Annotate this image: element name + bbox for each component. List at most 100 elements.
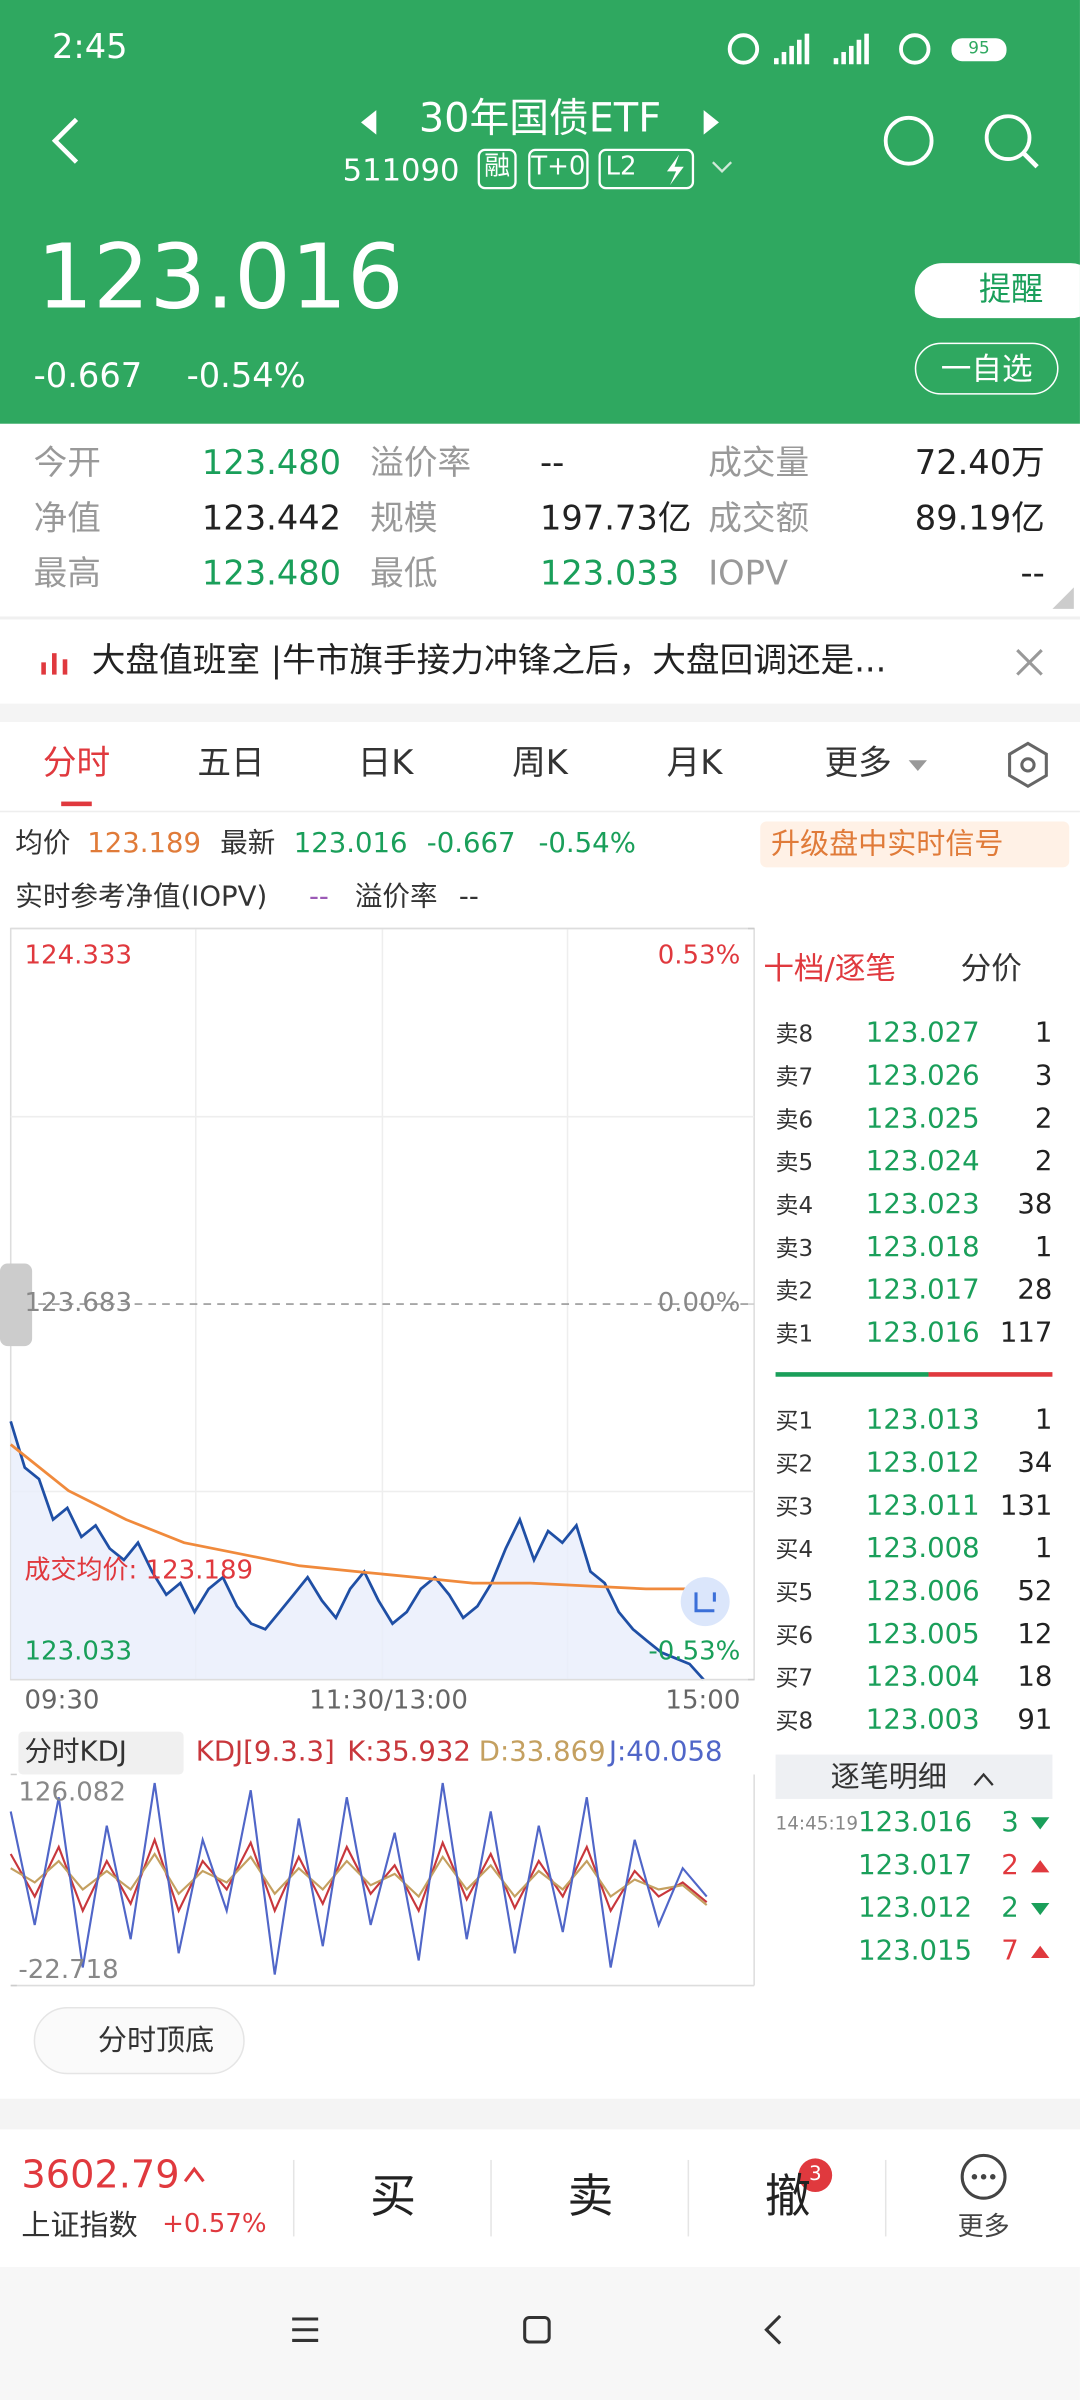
- action[interactable]: 买: [370, 2170, 417, 2225]
- more-dot: [980, 2174, 987, 2180]
- stat-value: 89.19亿: [914, 499, 1045, 538]
- stat-label: 今开: [33, 444, 101, 483]
- index-value: 3602.79: [21, 2151, 180, 2196]
- settings-dot: [1020, 757, 1036, 773]
- nav-home[interactable]: [523, 2315, 551, 2344]
- book-volume: 1: [1034, 1017, 1053, 1050]
- book-volume: 3: [1034, 1060, 1053, 1093]
- tab[interactable]: 分时: [42, 744, 111, 783]
- ratio-bar: [928, 1372, 1053, 1377]
- book-volume: 2: [1034, 1103, 1053, 1136]
- change: -0.667: [33, 357, 143, 396]
- book-price: 123.016: [865, 1317, 980, 1350]
- book-title[interactable]: 十档/逐笔: [763, 949, 897, 987]
- feature-button[interactable]: [33, 2006, 245, 2075]
- corner: [1052, 587, 1074, 609]
- next-icon[interactable]: [703, 110, 719, 135]
- tab[interactable]: 更多: [824, 744, 892, 783]
- stat-label: 最高: [33, 554, 101, 593]
- book-subtitle[interactable]: 分价: [960, 949, 1022, 987]
- tab[interactable]: 日K: [357, 744, 414, 783]
- x-tick-label: 15:00: [665, 1685, 741, 1717]
- refresh-icon[interactable]: [883, 115, 934, 166]
- y2-tick-label: -0.53%: [648, 1636, 741, 1668]
- watch-button[interactable]: [914, 342, 1059, 395]
- search-icon[interactable]: [984, 114, 1032, 162]
- gap: [0, 703, 1080, 723]
- book-volume: 18: [1017, 1661, 1053, 1694]
- book-price: 123.005: [865, 1619, 980, 1652]
- series-line: [9, 1420, 705, 1681]
- book-volume: 2: [1034, 1146, 1053, 1179]
- stat-value: 123.480: [201, 554, 342, 593]
- promo-text[interactable]: 升级盘中实时信号: [770, 827, 1004, 861]
- promo[interactable]: [760, 821, 1070, 868]
- book-price: 123.025: [865, 1103, 980, 1136]
- nav-back[interactable]: [764, 2314, 782, 2345]
- wifi: [899, 33, 931, 65]
- book-price: 123.008: [865, 1533, 980, 1566]
- moon: [727, 33, 760, 65]
- tab[interactable]: 月K: [666, 744, 723, 783]
- more-icon[interactable]: [960, 2153, 1007, 2200]
- badge: [528, 148, 589, 190]
- alert-button[interactable]: [914, 263, 1080, 319]
- book-label: 卖8: [775, 1019, 814, 1048]
- action[interactable]: 卖: [567, 2170, 614, 2225]
- book-price: 123.006: [865, 1576, 980, 1609]
- prev-icon[interactable]: [361, 110, 377, 135]
- trade-arrow: [1031, 1817, 1050, 1830]
- alert-label[interactable]: 提醒: [979, 271, 1044, 308]
- tab[interactable]: 周K: [512, 744, 568, 783]
- book-volume: 1: [1034, 1533, 1053, 1566]
- action[interactable]: 撤: [764, 2170, 811, 2225]
- info: 均价: [15, 828, 71, 861]
- info: --: [458, 881, 479, 914]
- trade-volume: 3: [1001, 1807, 1019, 1840]
- info: 溢价率: [354, 881, 438, 914]
- nav-menu[interactable]: [292, 2317, 319, 2342]
- close-icon[interactable]: [1016, 649, 1043, 676]
- stat-label: 规模: [370, 499, 438, 538]
- signal: [781, 52, 787, 65]
- news[interactable]: 大盘值班室 |牛市旗手接力冲锋之后，大盘回调还是...: [91, 641, 887, 681]
- trade-price: 123.017: [858, 1850, 973, 1883]
- kdj-title[interactable]: 分时KDJ: [24, 1736, 127, 1769]
- watch-label[interactable]: 一自选: [940, 350, 1033, 388]
- book-volume: 91: [1017, 1704, 1053, 1737]
- trade-price: 123.016: [858, 1807, 973, 1840]
- book-label: 买8: [775, 1706, 814, 1734]
- info: 最新: [220, 828, 276, 861]
- y-tick-label: 123.033: [24, 1636, 133, 1668]
- side-handle[interactable]: [0, 1263, 33, 1347]
- book-volume: 28: [1017, 1274, 1053, 1307]
- y2-tick-label: 0.53%: [657, 940, 741, 972]
- trade-price: 123.012: [858, 1892, 973, 1925]
- y-tick-label: 126.082: [18, 1777, 126, 1809]
- book-label: 卖5: [775, 1148, 814, 1176]
- feature-label[interactable]: 分时顶底: [97, 2023, 215, 2057]
- book-label: 卖6: [775, 1105, 814, 1133]
- info: 123.189: [87, 828, 202, 861]
- trades-title[interactable]: 逐笔明细: [830, 1760, 947, 1794]
- badge: [798, 2158, 833, 2193]
- y-tick-label: 123.683: [24, 1287, 133, 1318]
- tab[interactable]: 五日: [197, 744, 265, 783]
- book-label: 买7: [775, 1663, 814, 1692]
- book-price: 123.023: [865, 1189, 980, 1222]
- expand-icon[interactable]: [680, 1577, 730, 1627]
- action[interactable]: 更多: [957, 2212, 1010, 2243]
- battery-level: 95: [968, 38, 990, 59]
- more-dot: [971, 2174, 978, 2180]
- news-icon: [52, 653, 57, 675]
- back-icon[interactable]: [51, 117, 79, 164]
- signal: [841, 52, 846, 65]
- trade-volume: 2: [1001, 1892, 1019, 1925]
- series-line: [9, 1443, 704, 1591]
- kdj-selector[interactable]: [18, 1731, 184, 1775]
- settings-icon[interactable]: [1008, 741, 1048, 789]
- trade-arrow: [1031, 1860, 1050, 1873]
- stat-label: 溢价率: [370, 444, 472, 483]
